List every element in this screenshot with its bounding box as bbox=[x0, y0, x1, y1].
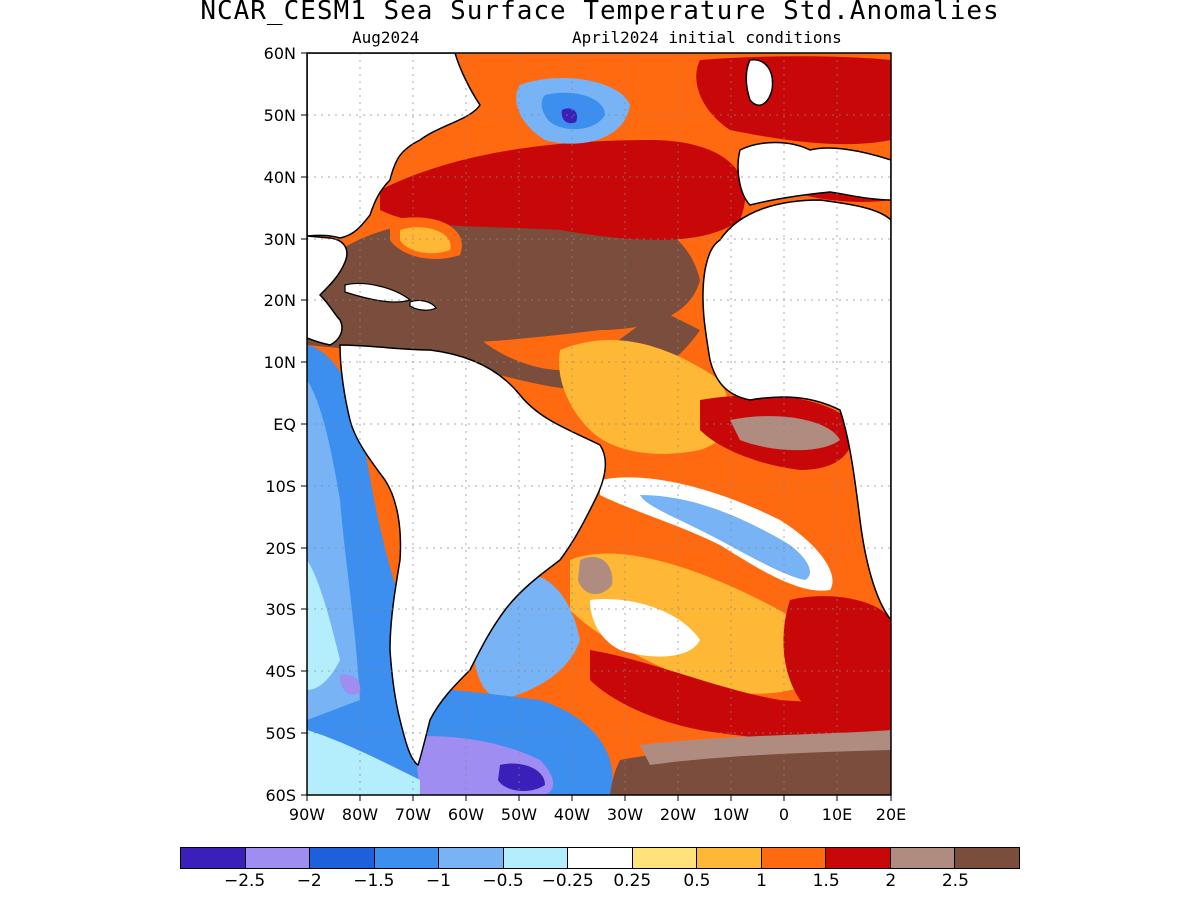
lon-label: 10E bbox=[822, 805, 852, 824]
lat-label: 60S bbox=[265, 786, 296, 805]
anomaly-region-gulf-guinea-brown bbox=[730, 416, 840, 451]
colorbar-tick-label: −2.5 bbox=[223, 871, 266, 891]
colorbar-swatch bbox=[890, 848, 956, 868]
color-legend-bar bbox=[180, 847, 1020, 869]
colorbar-tick-label: −1.5 bbox=[353, 871, 395, 891]
anomaly-region-pacific-purple bbox=[340, 674, 361, 695]
lat-label: 60N bbox=[264, 44, 296, 63]
lon-label: 20E bbox=[876, 805, 906, 824]
colorbar-tick-label: 2 bbox=[885, 871, 897, 891]
lon-label: 70W bbox=[395, 805, 431, 824]
anomaly-region-sa-yellow bbox=[570, 553, 840, 694]
axis-ticks bbox=[301, 52, 892, 801]
anomaly-region-sa-white-center bbox=[590, 599, 700, 657]
anomaly-region-labrador-purple bbox=[561, 108, 578, 124]
land-cuba bbox=[344, 282, 412, 303]
lat-label: 50S bbox=[265, 724, 296, 743]
anomaly-region-pacific-south-cyan bbox=[307, 730, 420, 795]
anomaly-region-southern-lightbrown bbox=[640, 730, 891, 765]
lon-label: 30W bbox=[607, 805, 643, 824]
lon-label: 40W bbox=[554, 805, 590, 824]
land-south-america bbox=[339, 344, 607, 767]
colorbar-tick-label: 2.5 bbox=[941, 871, 969, 891]
anomaly-region-southern-deep-purple bbox=[498, 763, 545, 792]
land-north-america bbox=[307, 53, 481, 239]
lon-label: 80W bbox=[342, 805, 378, 824]
anomaly-region-na-yellow bbox=[400, 227, 451, 254]
lat-label: 40N bbox=[264, 168, 296, 187]
lon-label: 0 bbox=[779, 805, 789, 824]
lon-label: 50W bbox=[501, 805, 537, 824]
lat-label: 30S bbox=[265, 600, 296, 619]
lon-label: 10W bbox=[713, 805, 749, 824]
colorbar-swatch bbox=[310, 848, 375, 868]
lon-label: 90W bbox=[289, 805, 325, 824]
colorbar-swatch bbox=[826, 848, 891, 868]
anomaly-region-southern-red-band bbox=[590, 650, 891, 742]
lat-label: EQ bbox=[273, 415, 296, 434]
chart-title: NCAR_CESM1 Sea Surface Temperature Std.A… bbox=[200, 0, 1000, 26]
colorbar-swatch bbox=[374, 848, 440, 868]
forecast-month-label: Aug2024 bbox=[352, 28, 420, 47]
colorbar-tick-label: −0.5 bbox=[482, 871, 524, 891]
colorbar-swatch bbox=[761, 848, 827, 868]
lat-label: 10S bbox=[265, 477, 296, 496]
anomaly-region-tropical-yellow bbox=[559, 340, 731, 454]
graticule bbox=[307, 53, 891, 795]
lat-label: 10N bbox=[264, 353, 296, 372]
colorbar-swatch bbox=[503, 848, 569, 868]
anomaly-region-na-red bbox=[380, 140, 746, 240]
lat-label: 30N bbox=[264, 230, 296, 249]
lat-label: 40S bbox=[265, 662, 296, 681]
colorbar-swatch bbox=[245, 848, 311, 868]
lat-label: 20N bbox=[264, 291, 296, 310]
lon-label: 20W bbox=[660, 805, 696, 824]
land-british-isles bbox=[745, 59, 774, 106]
lat-label: 50N bbox=[264, 106, 296, 125]
colorbar-swatch bbox=[568, 848, 633, 868]
colorbar-tick-label: 0.25 bbox=[613, 871, 652, 891]
longitude-labels: 90W 80W 70W 60W 50W 40W 30W 20W 10W 0 10… bbox=[289, 805, 906, 824]
colorbar-tick-label: 0.5 bbox=[683, 871, 711, 891]
land-africa bbox=[702, 199, 891, 622]
land-europe bbox=[737, 141, 891, 206]
colorbar-swatch bbox=[697, 848, 762, 868]
anomaly-region-sa-blue-band bbox=[640, 495, 810, 580]
colorbar-tick-label: −1 bbox=[425, 871, 451, 891]
anomaly-region-pacific-cyan bbox=[307, 560, 340, 690]
colorbar-swatch bbox=[181, 848, 246, 868]
latitude-labels: 60N 50N 40N 30N 20N 10N EQ 10S 20S 30S 4… bbox=[264, 44, 296, 805]
initial-conditions-label: April2024 initial conditions bbox=[572, 28, 842, 47]
lat-label: 20S bbox=[265, 539, 296, 558]
colorbar-tick-label: 1.5 bbox=[812, 871, 840, 891]
anomaly-region-brazil-brown bbox=[578, 556, 613, 595]
anomaly-region-sa-east-red bbox=[783, 596, 891, 724]
land-central-america bbox=[307, 235, 348, 346]
lon-label: 60W bbox=[448, 805, 484, 824]
colorbar-swatch bbox=[439, 848, 504, 868]
colorbar-swatch bbox=[955, 848, 1019, 868]
colorbar-tick-label: 1 bbox=[756, 871, 767, 891]
colorbar-tick-label: −0.25 bbox=[541, 871, 594, 891]
anomaly-region-ne-atl-red bbox=[696, 56, 891, 145]
colorbar-tick-label: −2 bbox=[296, 871, 322, 891]
colorbar-swatch bbox=[632, 848, 698, 868]
